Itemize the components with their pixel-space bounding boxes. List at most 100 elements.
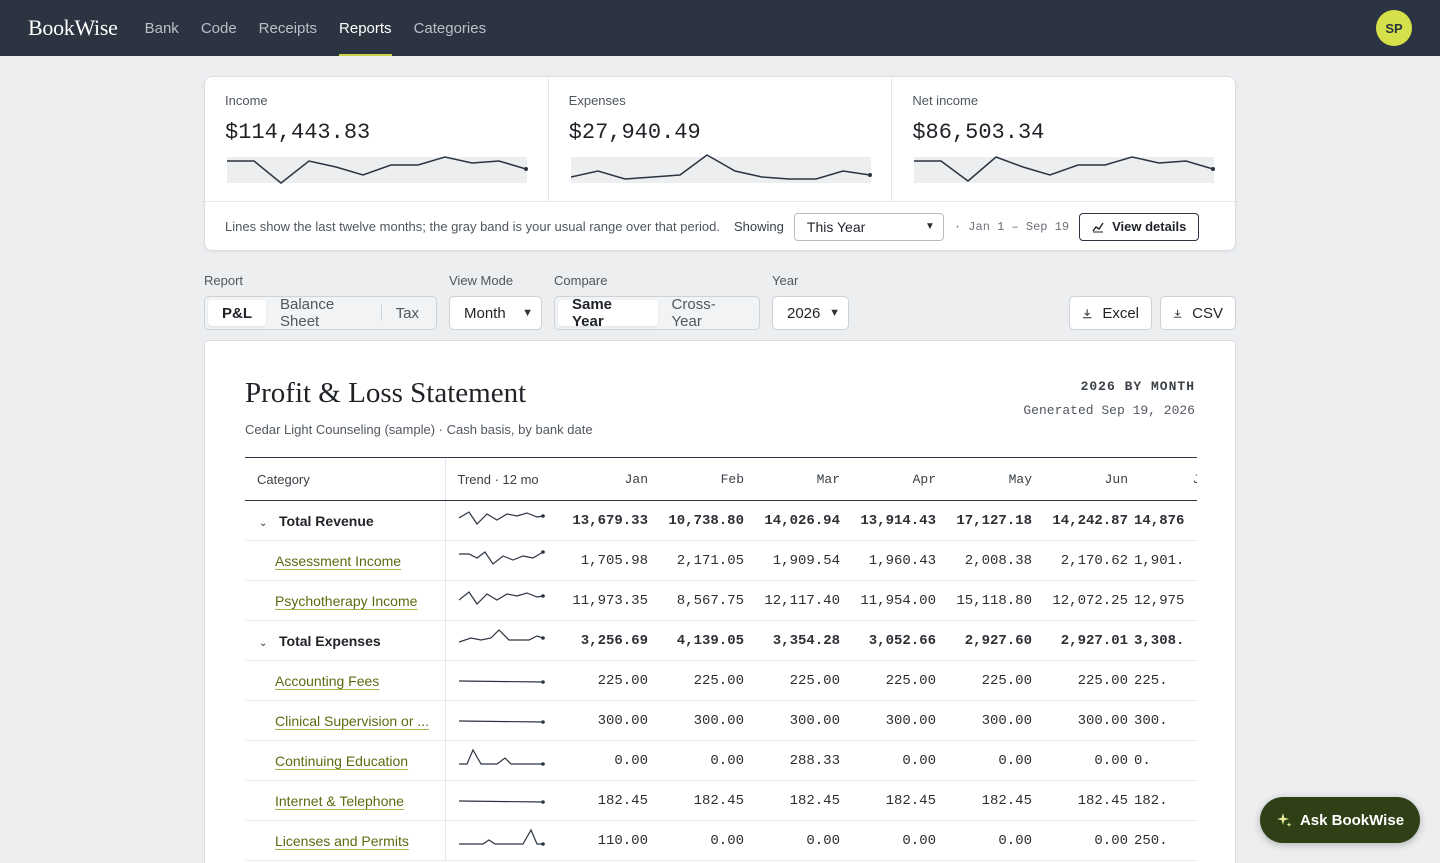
- period-select[interactable]: This Year ▼: [793, 212, 944, 241]
- export-excel-button[interactable]: Excel: [1069, 296, 1152, 330]
- trend-cell: [444, 740, 555, 781]
- category-cell: Assessment Income: [245, 540, 445, 581]
- app-logo[interactable]: BookWise: [28, 15, 118, 40]
- trend-sparkline: [458, 800, 545, 804]
- kpi-expenses: Expenses $27,940.49: [549, 77, 893, 201]
- sparkle-icon: [1276, 813, 1292, 827]
- sparkline-note: Lines show the last twelve months; the g…: [225, 219, 721, 234]
- value-cell: 225.00: [936, 660, 1032, 701]
- value-cell: 13,679.33: [555, 500, 648, 541]
- report-type-toggle: P&L Balance Sheet Tax: [204, 296, 437, 330]
- chevron-down-icon[interactable]: ⌄: [259, 517, 268, 529]
- chevron-down-icon: ▼: [522, 307, 533, 319]
- value-cell: 225.00: [744, 660, 840, 701]
- user-avatar[interactable]: SP: [1376, 10, 1412, 46]
- trend-cell: [444, 820, 555, 861]
- year-select[interactable]: 2026 ▼: [772, 296, 849, 330]
- report-title: Profit & Loss Statement: [245, 377, 527, 409]
- view-mode-select[interactable]: Month ▼: [449, 296, 542, 330]
- table-header-row: Category Trend · 12 mo Jan Feb Mar Apr M…: [245, 457, 1197, 501]
- trend-cell: [444, 620, 555, 661]
- trend-sparkline: [458, 680, 545, 684]
- compare-label: Compare: [554, 273, 608, 288]
- category-cell: Clinical Supervision or ...: [245, 700, 445, 741]
- nav-bank[interactable]: Bank: [144, 19, 179, 37]
- report-option-pnl[interactable]: P&L: [208, 300, 266, 326]
- value-cell: 288.33: [744, 740, 840, 781]
- value-cell: 182.45: [744, 780, 840, 821]
- value-cell: 10,738.80: [648, 500, 744, 541]
- chevron-down-icon: ▼: [924, 221, 935, 232]
- value-cell: 17,127.18: [936, 500, 1032, 541]
- date-range: · Jan 1 – Sep 19: [953, 219, 1070, 234]
- value-cell: 300.: [1128, 700, 1197, 741]
- summary-footer: Lines show the last twelve months; the g…: [205, 202, 1235, 251]
- column-header-month[interactable]: Mar: [744, 457, 840, 501]
- trend-sparkline: [458, 629, 545, 643]
- column-header-month[interactable]: May: [936, 457, 1032, 501]
- nav-categories[interactable]: Categories: [413, 19, 487, 37]
- category-cell[interactable]: ⌄ Total Expenses: [245, 620, 445, 661]
- compare-option-same-year[interactable]: Same Year: [558, 296, 658, 330]
- report-option-balance-sheet[interactable]: Balance Sheet: [280, 296, 335, 330]
- category-link[interactable]: Psychotherapy Income: [275, 592, 418, 609]
- value-cell: 300.00: [555, 700, 648, 741]
- value-cell: 3,052.66: [840, 620, 936, 661]
- period-select-value: This Year: [806, 218, 866, 235]
- value-cell: 182.45: [555, 780, 648, 821]
- table-row: Licenses and Permits 110.00 0.00 0.00 0.00 0.…: [245, 820, 1197, 861]
- nav-code[interactable]: Code: [200, 19, 237, 37]
- category-link[interactable]: Continuing Education: [275, 752, 409, 769]
- column-header-month[interactable]: Jun: [1032, 457, 1128, 501]
- value-cell: 182.45: [936, 780, 1032, 821]
- column-header-month[interactable]: Jan: [555, 457, 648, 501]
- value-cell: 0.00: [936, 820, 1032, 861]
- column-header-month[interactable]: Jul: [1128, 457, 1197, 501]
- value-cell: 2,170.62: [1032, 540, 1128, 581]
- category-link[interactable]: Accounting Fees: [275, 672, 380, 689]
- excel-label: Excel: [1102, 304, 1139, 322]
- value-cell: 300.00: [936, 700, 1032, 741]
- trend-cell: [444, 580, 555, 621]
- group-row[interactable]: ⌄ Total Revenue 13,679.33 10,738.80 14,026.9…: [245, 500, 1197, 541]
- view-details-button[interactable]: View details: [1079, 212, 1200, 241]
- trend-cell: [444, 700, 555, 741]
- category-link[interactable]: Assessment Income: [275, 552, 402, 569]
- value-cell: 1,960.43: [840, 540, 936, 581]
- column-header-month[interactable]: Feb: [648, 457, 744, 501]
- group-label: Total Revenue: [279, 512, 374, 529]
- kpi-label: Expenses: [568, 93, 626, 108]
- pnl-table-container[interactable]: Category Trend · 12 mo Jan Feb Mar Apr M…: [245, 457, 1197, 861]
- value-cell: 12,072.25: [1032, 580, 1128, 621]
- value-cell: 182.45: [840, 780, 936, 821]
- compare-option-cross-year[interactable]: Cross-Year: [671, 296, 716, 330]
- report-option-tax[interactable]: Tax: [395, 304, 419, 322]
- category-cell[interactable]: ⌄ Total Revenue: [245, 500, 445, 541]
- column-header-category[interactable]: Category: [245, 457, 445, 501]
- value-cell: 11,973.35: [555, 580, 648, 621]
- export-csv-button[interactable]: CSV: [1160, 296, 1236, 330]
- kpi-row: Income $114,443.83 Expenses $27,940.49 N…: [205, 77, 1235, 202]
- column-header-trend: Trend · 12 mo: [444, 457, 555, 501]
- trend-cell: [444, 780, 555, 821]
- category-link[interactable]: Licenses and Permits: [275, 832, 409, 849]
- value-cell: 182.45: [1032, 780, 1128, 821]
- group-row[interactable]: ⌄ Total Expenses 3,256.69 4,139.05 3,354.28 3…: [245, 620, 1197, 661]
- nav-receipts[interactable]: Receipts: [258, 19, 318, 37]
- category-link[interactable]: Clinical Supervision or ...: [275, 712, 430, 729]
- value-cell: 0.00: [936, 740, 1032, 781]
- value-cell: 3,308.: [1128, 620, 1197, 661]
- value-cell: 182.45: [648, 780, 744, 821]
- nav-reports[interactable]: Reports: [339, 0, 392, 56]
- kpi-value: $86,503.34: [912, 120, 1045, 145]
- value-cell: 225.00: [648, 660, 744, 701]
- chevron-down-icon[interactable]: ⌄: [259, 637, 268, 649]
- category-link[interactable]: Internet & Telephone: [275, 792, 404, 809]
- value-cell: 4,139.05: [648, 620, 744, 661]
- ask-bookwise-button[interactable]: Ask BookWise: [1260, 797, 1420, 843]
- chevron-down-icon: ▼: [829, 307, 840, 319]
- column-header-month[interactable]: Apr: [840, 457, 936, 501]
- kpi-value: $27,940.49: [568, 120, 701, 145]
- report-subtitle: Cedar Light Counseling (sample) · Cash b…: [245, 422, 593, 437]
- category-cell: Continuing Education: [245, 740, 445, 781]
